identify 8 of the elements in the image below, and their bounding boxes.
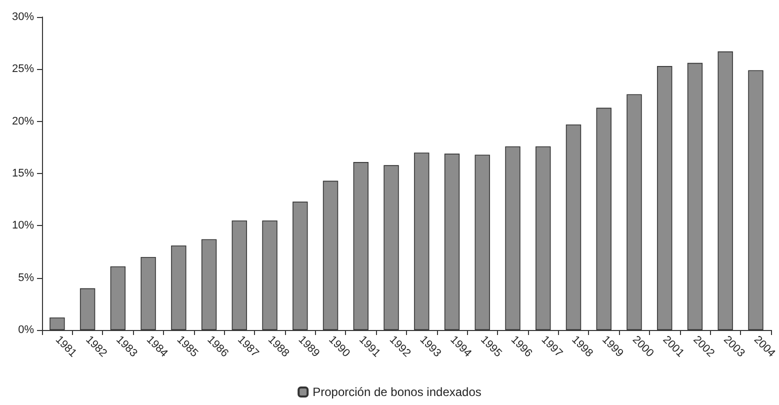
y-tick-label: 5% — [18, 272, 34, 284]
y-tick-label: 20% — [12, 115, 34, 128]
y-tick-label: 0% — [18, 324, 34, 336]
y-tick-label: 10% — [12, 220, 34, 232]
y-tick-label: 30% — [12, 11, 34, 23]
y-tick-label: 15% — [12, 168, 34, 180]
legend-label: Proporción de bonos indexados — [312, 385, 482, 399]
y-tick-label: 25% — [12, 63, 34, 76]
